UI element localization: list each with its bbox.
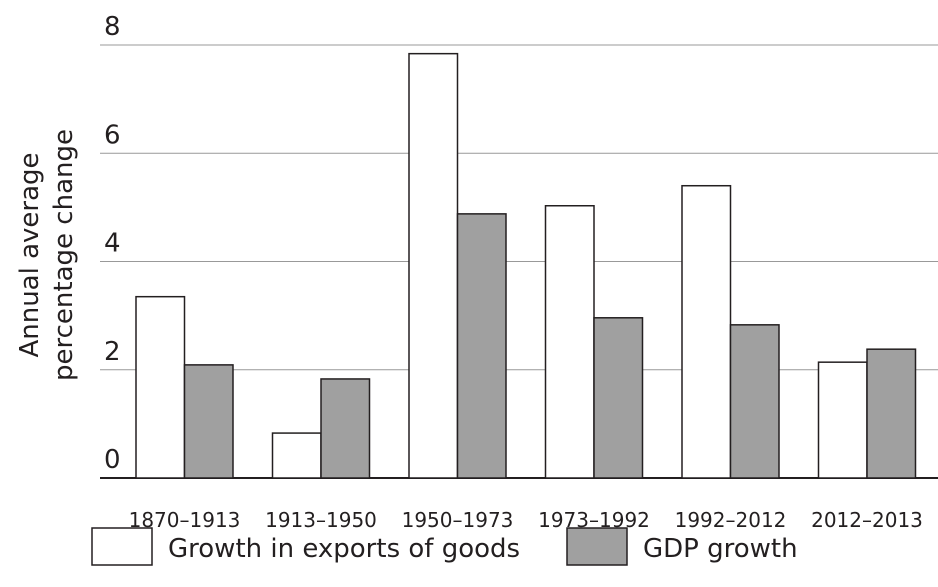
bar [866, 348, 917, 479]
bar [408, 52, 459, 479]
bar [320, 378, 371, 479]
bar [817, 361, 868, 479]
bar [544, 205, 595, 479]
legend-label: GDP growth [643, 534, 798, 564]
bar [593, 317, 644, 479]
y-tick-label: 4 [104, 229, 121, 259]
bar [135, 295, 186, 479]
x-tick-label: 1913–1950 [265, 508, 377, 532]
y-axis-label: Annual average [15, 152, 45, 357]
y-tick-label: 0 [104, 445, 121, 475]
y-tick-label: 2 [104, 337, 121, 367]
bar [183, 364, 234, 479]
bar [729, 324, 780, 479]
y-tick-label: 6 [104, 120, 121, 150]
x-tick-label: 1992–2012 [675, 508, 787, 532]
y-tick-label: 8 [104, 12, 121, 42]
bar [456, 213, 507, 479]
x-tick-label: 2012–2013 [811, 508, 923, 532]
bar [681, 184, 732, 479]
legend-swatch [91, 527, 153, 566]
legend-swatch [566, 527, 628, 566]
y-axis-label: percentage change [49, 129, 79, 381]
bar [271, 432, 322, 479]
legend-label: Growth in exports of goods [168, 534, 520, 564]
x-tick-label: 1950–1973 [402, 508, 514, 532]
